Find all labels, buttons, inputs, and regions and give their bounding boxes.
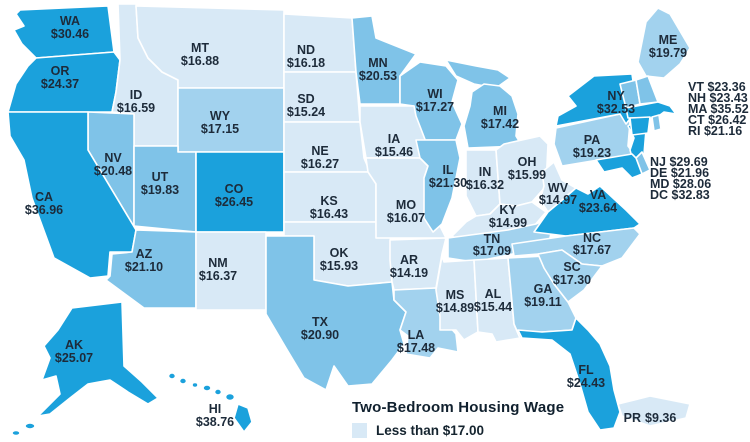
state-label-wa: WA $30.46 [51,14,89,41]
state-label-ia: IA $15.46 [375,132,413,159]
state-label-ne: NE $16.27 [301,144,339,171]
ak-aleutian-island [24,422,36,430]
state-label-nv: NV $20.48 [94,151,132,178]
callout-nj: NJ $29.69 [650,155,708,169]
state-label-hi: HI $38.76 [196,402,234,429]
territory-label-pr: PR $9.36 [624,411,677,425]
state-mi-upper[interactable] [445,59,511,89]
legend-swatch-lightest [352,423,367,438]
callout-ri: RI $21.16 [688,124,742,138]
state-ca[interactable] [7,111,137,279]
state-label-la: LA $17.48 [397,328,435,355]
state-label-sc: SC $17.30 [553,260,591,287]
state-label-nm: NM $16.37 [199,256,237,283]
state-label-sd: SD $15.24 [287,92,325,119]
state-label-mt: MT $16.88 [181,41,219,68]
state-ak[interactable] [37,301,159,417]
state-il[interactable] [415,139,461,233]
ak-aleutian-island [11,429,21,437]
state-ct[interactable] [629,116,651,136]
state-label-ky: KY $14.99 [489,203,527,230]
state-label-ut: UT $19.83 [141,170,179,197]
state-label-tn: TN $17.09 [473,232,511,258]
state-label-fl: FL $24.43 [567,363,605,390]
hi-island-big[interactable] [233,403,253,433]
state-label-ok: OK $15.93 [320,246,358,273]
territory-pr[interactable] [617,395,691,427]
hi-island[interactable] [167,372,177,380]
state-nh[interactable] [635,75,659,105]
state-label-or: OR $24.37 [41,64,79,91]
state-label-ca: CA $36.96 [25,190,63,217]
state-label-mi: MI $17.42 [481,104,519,131]
state-label-ak: AK $25.07 [55,338,93,365]
state-label-wi: WI $17.27 [416,87,454,114]
callout-ma: MA $35.52 [688,102,749,116]
state-label-id: ID $16.59 [117,88,155,115]
state-label-ms: MS $14.89 [436,288,474,315]
callout-nh: NH $23.43 [688,91,748,105]
state-label-wy: WY $17.15 [201,109,239,136]
state-md[interactable] [595,153,643,179]
legend: Two-Bedroom Housing Wage Less than $17.0… [352,399,564,438]
state-label-mn: MN $20.53 [359,56,397,83]
state-label-ks: KS $16.43 [310,194,348,221]
legend-row: Less than $17.00 [352,423,564,438]
northeast-callout-lists: VT $23.36 NH $23.43 MA $35.52 CT $26.42 … [650,80,749,202]
hi-island[interactable] [213,388,223,396]
state-label-mo: MO $16.07 [387,198,425,225]
hi-island[interactable] [202,384,212,392]
callout-de: DE $21.96 [650,166,709,180]
legend-item-label: Less than $17.00 [376,423,485,438]
hi-island[interactable] [224,392,236,402]
state-label-nc: NC $17.67 [573,231,611,257]
state-label-me: ME $19.79 [649,33,687,60]
hi-island[interactable] [178,377,188,385]
state-label-in: IN $16.32 [466,165,504,192]
state-label-ny: NY $32.53 [597,89,635,116]
state-label-ar: AR $14.19 [390,253,428,280]
state-mi[interactable] [463,83,523,149]
state-label-al: AL $15.44 [474,287,512,314]
callout-md: MD $28.06 [650,177,711,191]
state-label-az: AZ $21.10 [125,247,163,274]
callout-ct: CT $26.42 [688,113,746,127]
state-label-va: VA $23.64 [579,188,617,215]
state-sc[interactable] [537,249,603,303]
state-label-oh: OH $15.99 [508,155,546,182]
state-tx[interactable] [265,235,407,391]
callout-dc: DC $32.83 [650,188,710,202]
hi-island[interactable] [191,381,199,389]
state-label-pa: PA $19.23 [573,133,611,160]
state-label-nd: ND $16.18 [287,43,325,70]
state-label-wv: WV $14.97 [539,181,577,207]
state-me[interactable] [637,7,691,79]
state-label-tx: TX $20.90 [301,315,339,342]
state-labels: WA $30.46 OR $24.37 ID $16.59 MT $16.88 WY $1… [25,14,687,429]
state-ri[interactable] [651,114,662,132]
callout-vt: VT $23.36 [688,80,746,94]
state-label-ga: GA $19.11 [524,282,562,309]
state-label-co: CO $26.45 [215,182,253,209]
legend-title: Two-Bedroom Housing Wage [352,399,565,416]
state-wy[interactable] [177,87,285,153]
state-label-il: IL $21.30 [429,163,467,190]
state-shapes [7,3,691,437]
state-wa[interactable] [13,5,115,59]
